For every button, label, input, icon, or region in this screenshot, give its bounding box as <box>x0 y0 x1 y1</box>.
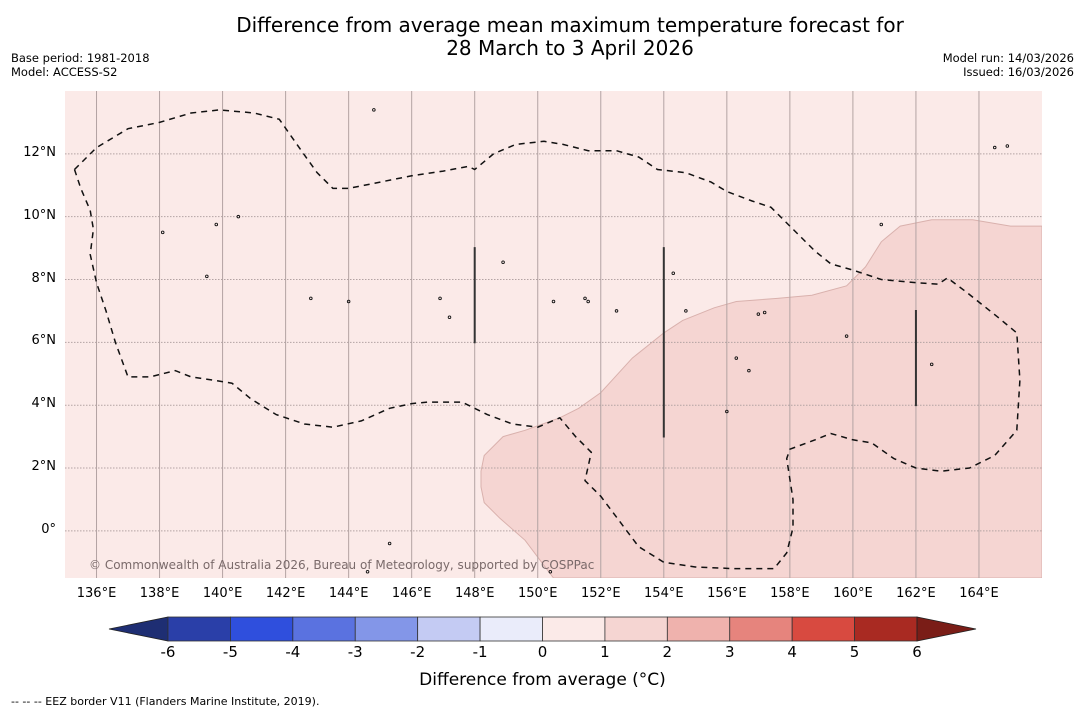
longitude-tick-label: 154°E <box>644 586 684 601</box>
colorbar-tick-label: -6 <box>160 643 176 661</box>
island-marker <box>583 296 587 301</box>
island-marker <box>614 309 619 313</box>
island-marker <box>747 368 751 373</box>
latitude-tick-label: 4°N <box>31 396 57 412</box>
island-marker <box>438 296 442 301</box>
colorbar <box>108 616 977 642</box>
latitude-tick-label: 10°N <box>23 207 56 223</box>
island-marker <box>205 274 209 279</box>
colorbar-tick-label: 5 <box>849 643 860 661</box>
longitude-tick-label: 156°E <box>707 586 747 601</box>
latitude-tick-label: 12°N <box>23 144 56 160</box>
island-marker <box>762 310 767 315</box>
colorbar-tick-label: 6 <box>912 643 922 661</box>
latitude-tick-label: 8°N <box>31 270 57 286</box>
eez-footnote: -- -- -- EEZ border V11 (Flanders Marine… <box>11 695 320 708</box>
longitude-tick-label: 150°E <box>517 586 558 601</box>
colorbar-bin <box>167 616 231 642</box>
island-marker <box>214 222 219 227</box>
colorbar-bin <box>230 616 294 642</box>
copyright-notice: © Commonwealth of Australia 2026, Bureau… <box>89 558 595 572</box>
colorbar-tick-label: -2 <box>410 643 426 661</box>
issued-date: Issued: 16/03/2026 <box>963 65 1074 79</box>
longitude-tick-label: 164°E <box>959 586 999 601</box>
title-line-2: 28 March to 3 April 2026 <box>446 36 694 60</box>
island-marker <box>309 296 313 301</box>
latitude-tick-label: 0° <box>41 521 56 537</box>
colorbar-bin <box>479 616 543 642</box>
longitude-tick-label: 136°E <box>76 586 117 601</box>
island-marker <box>365 569 370 574</box>
island-marker <box>387 541 392 546</box>
colorbar-bin <box>604 616 668 642</box>
island-marker <box>1005 144 1010 148</box>
eez-border-line <box>73 109 1021 570</box>
colorbar-bin <box>854 616 918 642</box>
island-marker <box>879 222 884 227</box>
model-run-date: Model run: 14/03/2026 <box>942 51 1074 65</box>
colorbar-over-arrow <box>916 616 977 642</box>
longitude-tick-label: 142°E <box>265 586 306 601</box>
island-marker <box>929 362 934 367</box>
colorbar-tick-label: 0 <box>537 643 548 661</box>
island-marker <box>725 409 729 414</box>
latitude-tick-label: 6°N <box>31 333 57 349</box>
island-marker <box>844 334 849 338</box>
island-marker <box>992 145 997 150</box>
colorbar-bin <box>791 616 855 642</box>
island-marker <box>548 569 553 574</box>
longitude-tick-label: 160°E <box>833 586 873 601</box>
map-plot-area <box>65 91 1042 578</box>
colorbar-bin <box>354 616 419 642</box>
colorbar-bin <box>666 616 731 642</box>
longitude-tick-label: 152°E <box>581 586 621 601</box>
longitude-tick-label: 148°E <box>454 586 495 601</box>
colorbar-bin <box>292 616 356 642</box>
island-marker <box>346 299 351 304</box>
model-name: Model: ACCESS-S2 <box>11 65 118 79</box>
colorbar-bin <box>542 616 606 642</box>
island-marker <box>684 309 688 313</box>
chart-title: Difference from average mean maximum tem… <box>0 14 1085 60</box>
colorbar-bin <box>417 616 481 642</box>
longitude-tick-label: 144°E <box>328 586 369 601</box>
colorbar-tick-label: -3 <box>347 643 363 661</box>
island-marker <box>671 271 676 275</box>
island-marker <box>551 299 556 304</box>
colorbar-tick-label: -4 <box>285 643 301 661</box>
metadata-left: Base period: 1981-2018 Model: ACCESS-S2 <box>11 51 150 79</box>
base-period: Base period: 1981-2018 <box>11 51 150 65</box>
longitude-tick-label: 146°E <box>391 586 432 601</box>
island-marker <box>586 299 590 304</box>
colorbar-label: Difference from average (°C) <box>419 670 666 690</box>
longitude-tick-label: 140°E <box>202 586 243 601</box>
colorbar-bin <box>729 616 793 642</box>
island-marker <box>501 260 505 264</box>
colorbar-under-arrow <box>108 616 169 642</box>
latitude-tick-label: 2°N <box>31 459 57 475</box>
colorbar-tick-label: 4 <box>787 643 797 661</box>
island-marker <box>447 315 452 319</box>
longitude-tick-label: 138°E <box>139 586 180 601</box>
colorbar-tick-label: 2 <box>662 643 673 661</box>
colorbar-tick-label: 1 <box>600 643 610 661</box>
longitude-tick-label: 162°E <box>896 586 936 601</box>
island-marker <box>160 230 165 235</box>
shaded-region-1-to-2 <box>480 219 1042 578</box>
island-marker <box>372 108 376 112</box>
colorbar-tick-label: -1 <box>472 643 488 661</box>
title-line-1: Difference from average mean maximum tem… <box>236 13 904 37</box>
island-marker <box>734 356 739 360</box>
longitude-tick-label: 158°E <box>770 586 810 601</box>
island-marker <box>756 312 761 316</box>
island-marker <box>236 214 241 219</box>
metadata-right: Model run: 14/03/2026 Issued: 16/03/2026 <box>943 51 1074 79</box>
colorbar-tick-label: 3 <box>724 643 735 661</box>
colorbar-tick-label: -5 <box>222 643 238 661</box>
